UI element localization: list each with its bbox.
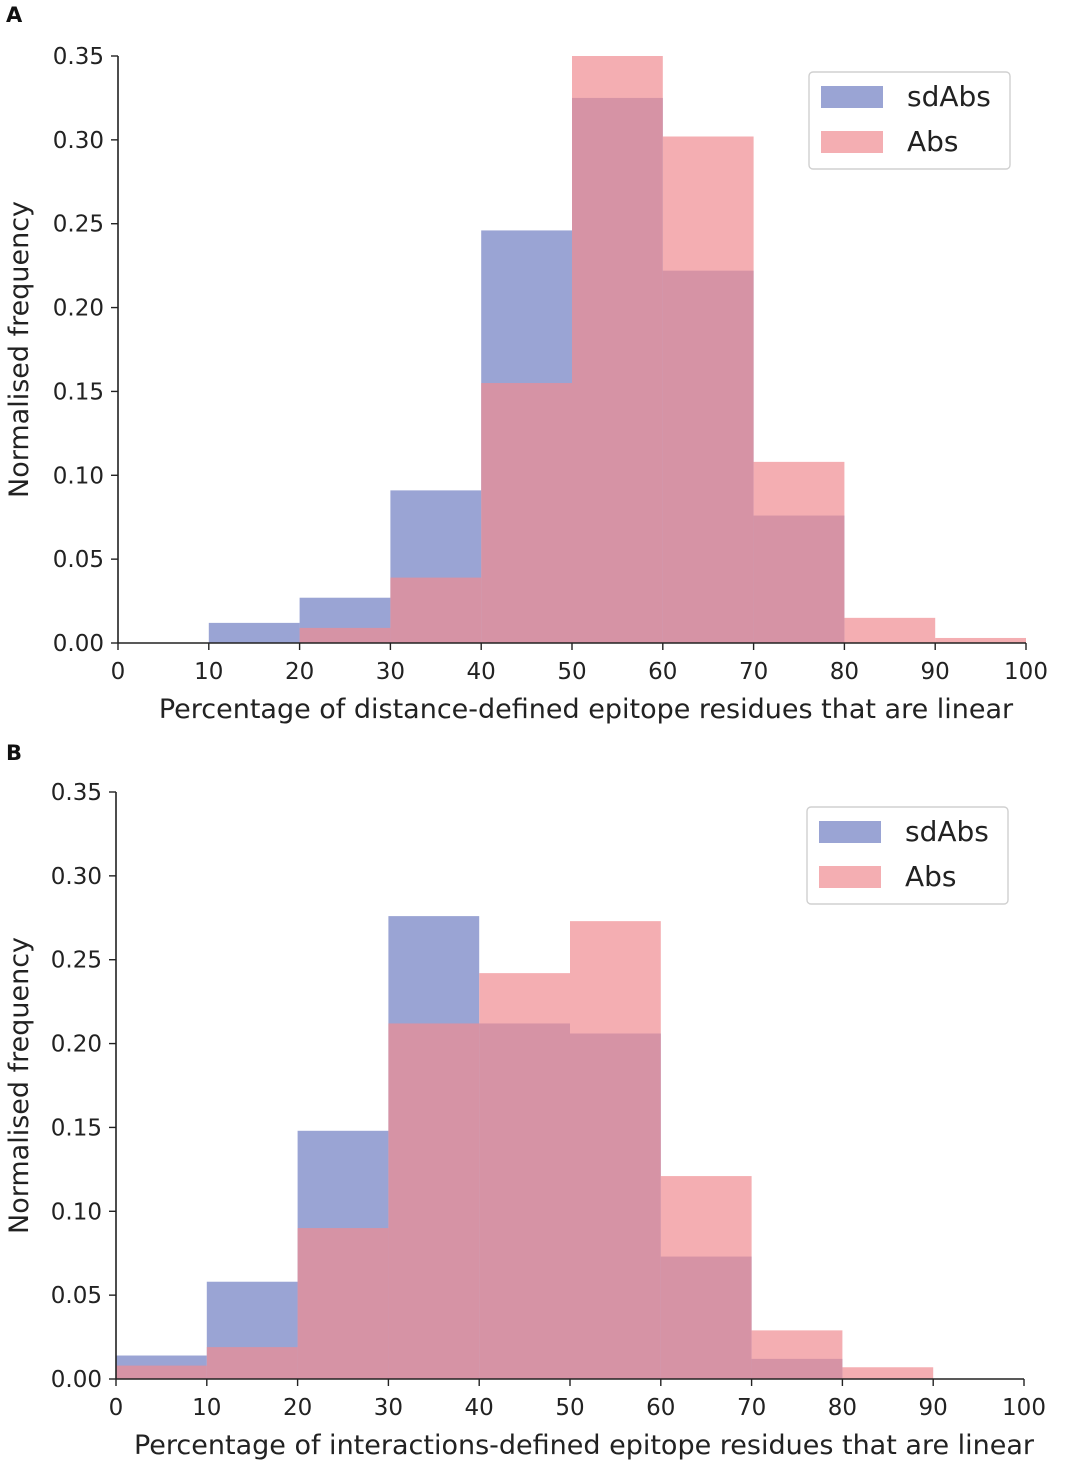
- legend-swatch-abs: [819, 866, 881, 888]
- y-tick-label: 0.30: [53, 128, 104, 154]
- panel-a-bars: [208, 56, 1026, 643]
- x-tick-label: 70: [739, 659, 768, 685]
- x-tick-label: 10: [194, 659, 223, 685]
- y-tick-label: 0.05: [53, 547, 104, 573]
- y-tick-label: 0.05: [51, 1283, 102, 1309]
- x-tick-label: 40: [465, 1395, 494, 1421]
- x-tick-label: 30: [376, 659, 405, 685]
- panel-a-axes: 0 10 20 30 40 50 60 70 80 90 100 0.00 0.05 0.10 0.15 0.…: [4, 44, 1048, 725]
- x-axis-label: Percentage of distance-defined epitope r…: [159, 694, 1014, 725]
- y-tick-label: 0.10: [51, 1199, 102, 1225]
- bar-abs-50-60: [570, 921, 661, 1379]
- x-tick-label: 60: [646, 1395, 675, 1421]
- x-tick-label: 40: [467, 659, 496, 685]
- bar-abs-20-30: [297, 1228, 389, 1379]
- panel-b: B 0 10 20 30 40 50 60 70 80 90 100 0.00 0.05 0.10 0.15…: [4, 741, 1046, 1461]
- bar-abs-10-20: [206, 1347, 298, 1379]
- panel-b-legend: sdAbs Abs: [806, 806, 1009, 905]
- panel-a: A 0 10 20 30 40 50 60 70 80 90 100 0.00 0.05 0.10 0.15…: [4, 3, 1048, 725]
- legend-swatch-sdabs: [821, 86, 883, 108]
- x-tick-label: 100: [1004, 659, 1048, 685]
- bar-abs-70-80: [753, 461, 845, 643]
- y-tick-label: 0.00: [53, 631, 104, 657]
- bar-abs-80-90: [844, 617, 936, 643]
- x-tick-label: 30: [374, 1395, 403, 1421]
- panel-b-axes: 0 10 20 30 40 50 60 70 80 90 100 0.00 0.05 0.10 0.15 0.…: [4, 780, 1046, 1461]
- bar-abs-30-40: [388, 1023, 480, 1379]
- panel-b-bars: [116, 916, 934, 1379]
- x-tick-label: 90: [921, 659, 950, 685]
- legend-label-sdabs: sdAbs: [907, 80, 991, 113]
- legend-label-abs: Abs: [905, 860, 957, 893]
- y-axis-label: Normalised frequency: [4, 201, 35, 498]
- x-tick-label: 50: [557, 659, 586, 685]
- bar-abs-70-80: [751, 1330, 843, 1379]
- x-tick-label: 10: [192, 1395, 221, 1421]
- panel-a-letter: A: [6, 3, 23, 27]
- legend-swatch-abs: [821, 131, 883, 153]
- y-axis-label: Normalised frequency: [4, 937, 35, 1234]
- x-axis-label: Percentage of interactions-defined epito…: [134, 1430, 1035, 1461]
- bar-abs-60-70: [660, 1176, 752, 1379]
- bar-abs-0-10: [116, 1365, 207, 1379]
- x-tick-label: 0: [109, 1395, 124, 1421]
- bar-abs-60-70: [662, 136, 754, 643]
- legend-label-abs: Abs: [907, 125, 959, 158]
- x-tick-label: 20: [283, 1395, 312, 1421]
- panel-a-legend: sdAbs Abs: [808, 71, 1011, 170]
- bar-abs-90-100: [935, 637, 1026, 643]
- bar-abs-30-40: [390, 577, 482, 643]
- y-tick-label: 0.00: [51, 1367, 102, 1393]
- y-tick-label: 0.15: [51, 1115, 102, 1141]
- x-tick-label: 70: [737, 1395, 766, 1421]
- panel-b-letter: B: [6, 741, 22, 765]
- x-tick-label: 0: [111, 659, 126, 685]
- bar-sdabs-10-20: [208, 622, 300, 643]
- x-tick-label: 90: [919, 1395, 948, 1421]
- x-tick-label: 80: [828, 1395, 857, 1421]
- x-tick-label: 20: [285, 659, 314, 685]
- bar-abs-20-30: [299, 627, 391, 643]
- y-tick-label: 0.30: [51, 864, 102, 890]
- bar-abs-80-90: [842, 1367, 934, 1379]
- y-tick-label: 0.35: [53, 44, 104, 70]
- y-tick-label: 0.25: [53, 212, 104, 238]
- y-tick-label: 0.35: [51, 780, 102, 806]
- y-tick-label: 0.10: [53, 463, 104, 489]
- bar-abs-40-50: [479, 973, 570, 1379]
- y-tick-label: 0.15: [53, 379, 104, 405]
- y-tick-label: 0.25: [51, 948, 102, 974]
- y-tick-label: 0.20: [53, 296, 104, 322]
- y-tick-label: 0.20: [51, 1032, 102, 1058]
- legend-swatch-sdabs: [819, 821, 881, 843]
- x-tick-label: 100: [1002, 1395, 1046, 1421]
- x-tick-label: 80: [830, 659, 859, 685]
- x-tick-label: 60: [648, 659, 677, 685]
- bar-abs-40-50: [481, 383, 572, 643]
- bar-abs-50-60: [572, 56, 663, 643]
- x-tick-label: 50: [555, 1395, 584, 1421]
- legend-label-sdabs: sdAbs: [905, 815, 989, 848]
